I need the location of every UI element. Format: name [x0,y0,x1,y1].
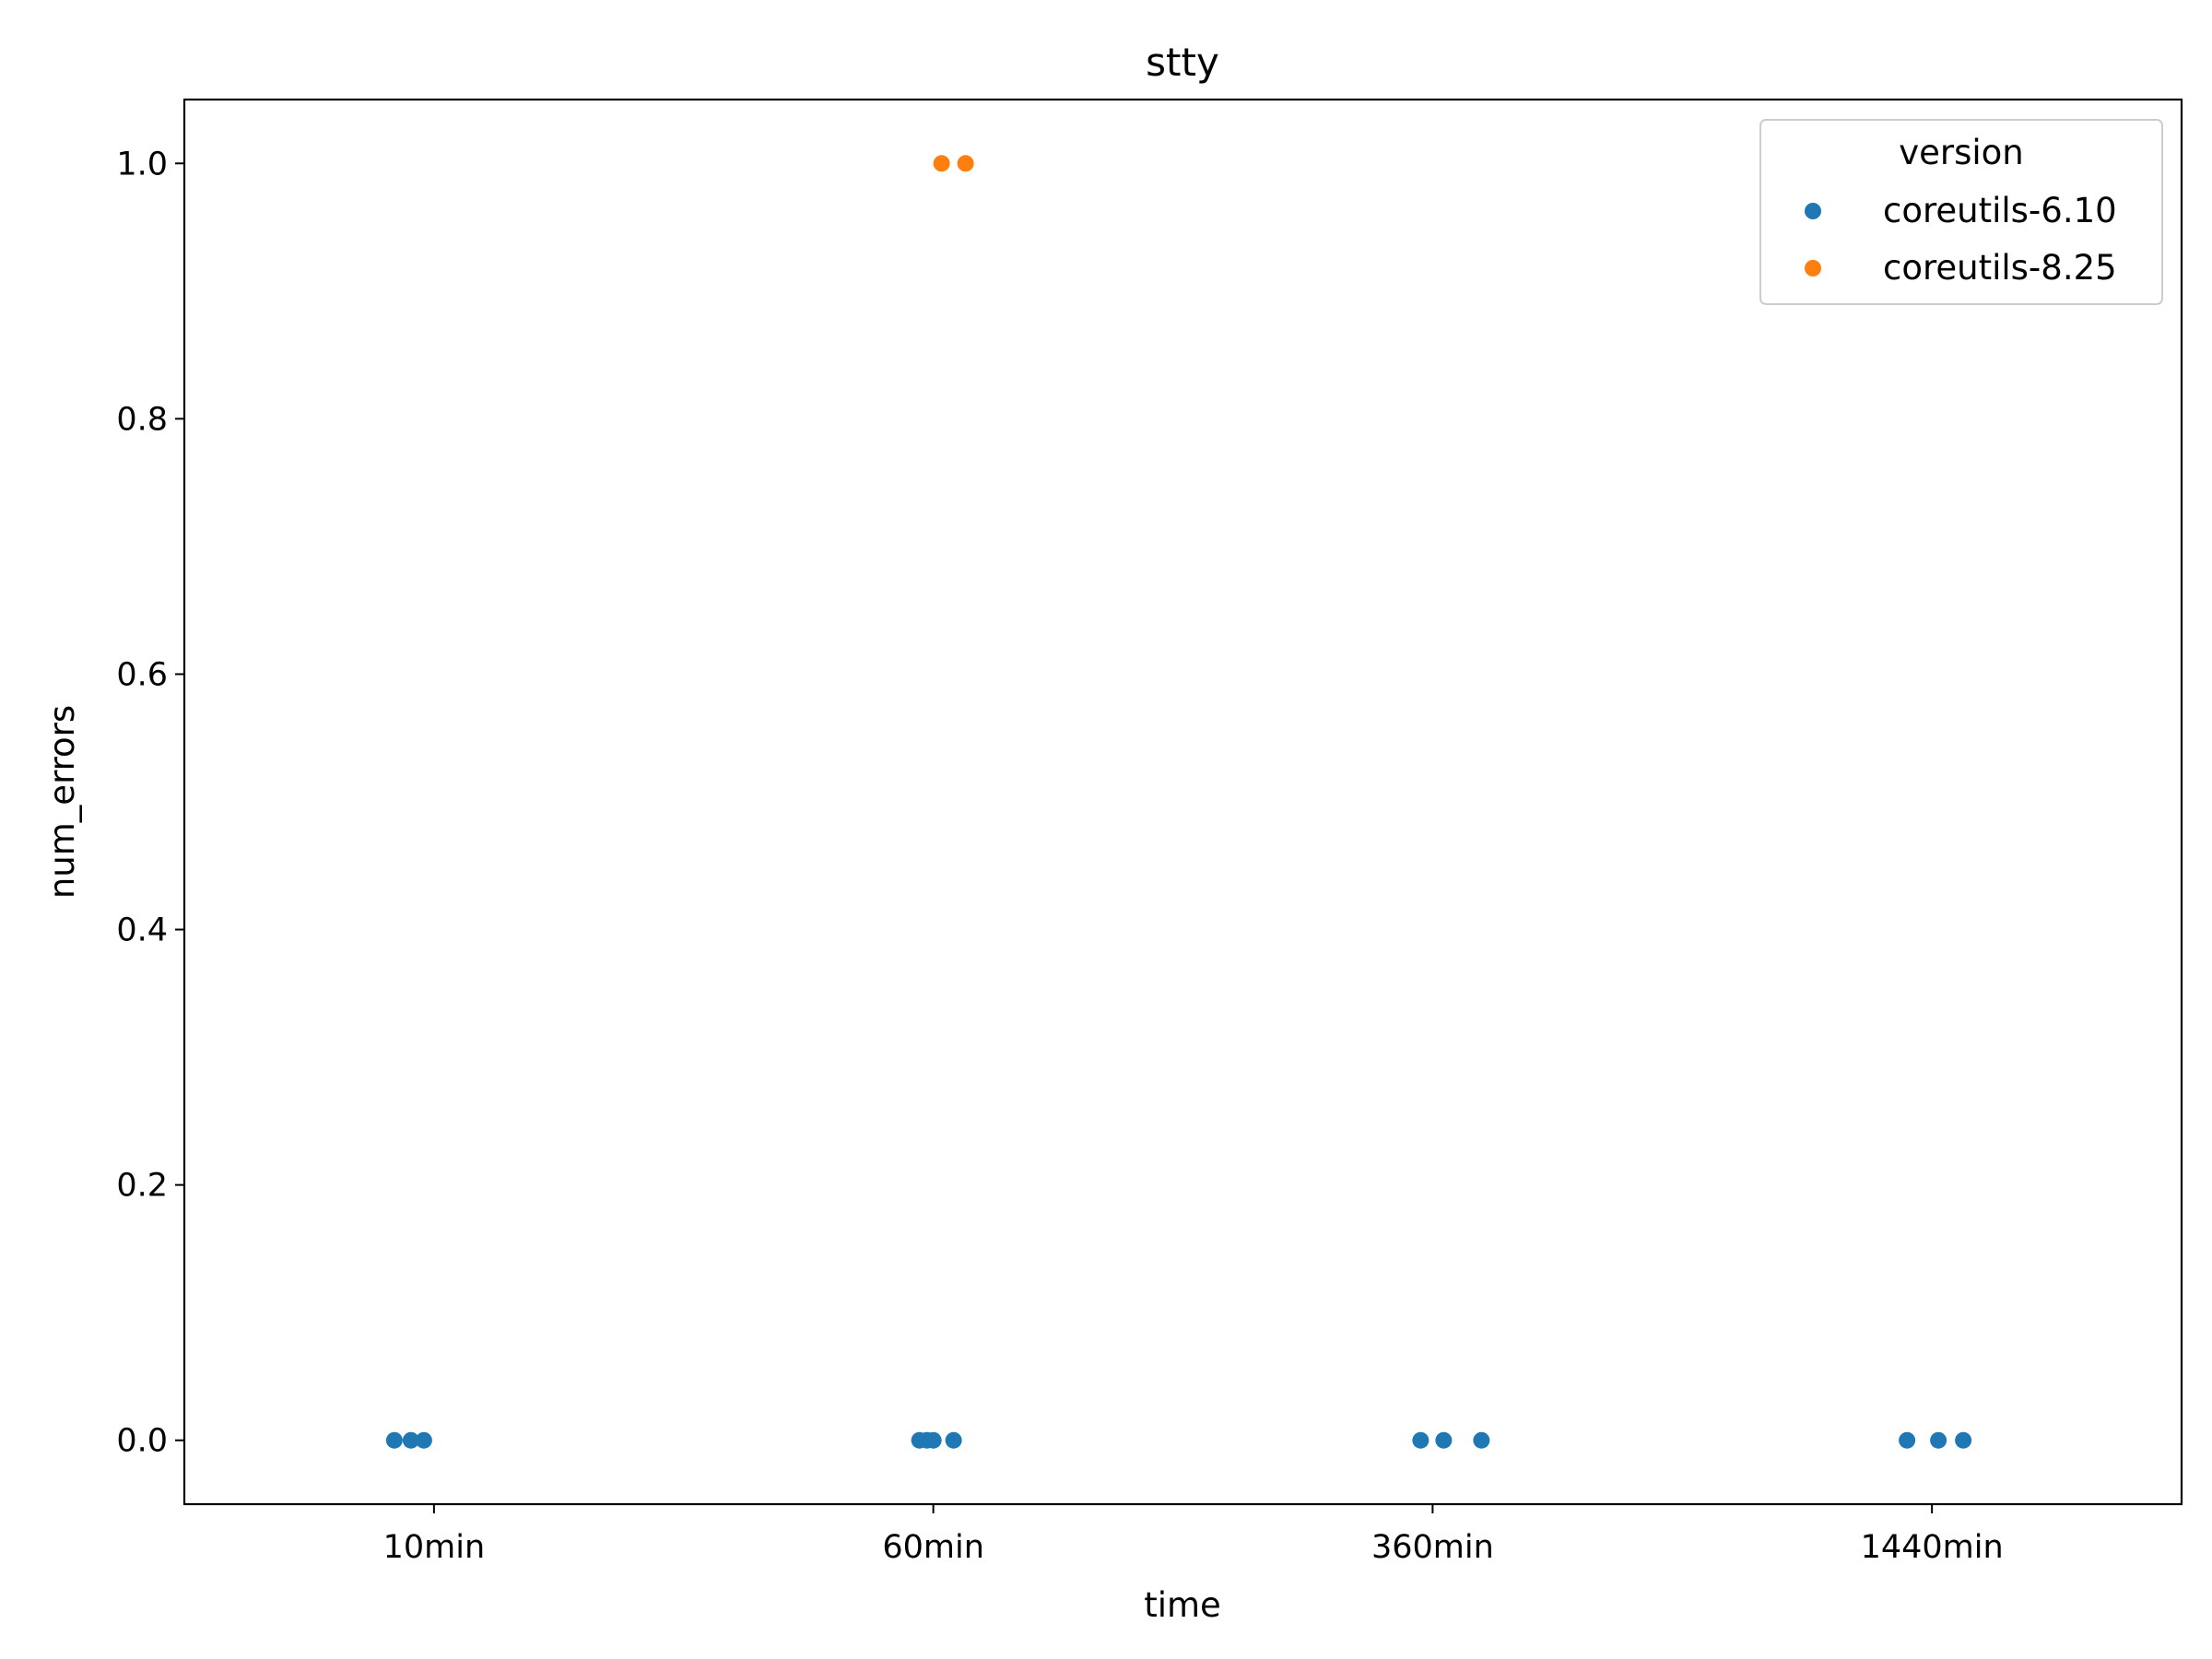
point-coreutils-6-10-60min-6 [945,1431,962,1449]
legend-label-coreutils-8-25: coreutils-8.25 [1883,248,2117,288]
y-tick-label-0.0: 0.0 [116,1423,168,1460]
point-coreutils-6-10-10min-2 [415,1431,432,1449]
plot-marks [385,155,1972,1449]
point-coreutils-6-10-1440min-10 [1899,1431,1916,1449]
point-coreutils-6-10-1440min-12 [1955,1431,1972,1449]
point-coreutils-6-10-10min-0 [385,1431,403,1449]
x-tick-label-1440min: 1440min [1861,1529,2004,1566]
point-coreutils-8-25-60min-0 [933,155,950,172]
legend-marker-coreutils-6-10 [1805,203,1821,219]
legend-label-coreutils-6-10: coreutils-6.10 [1883,191,2117,230]
x-axis: 10min 60min 360min 1440min [383,1504,2004,1566]
point-coreutils-6-10-1440min-11 [1930,1431,1947,1449]
x-tick-label-360min: 360min [1371,1529,1494,1566]
chart-title: stty [1146,40,1219,85]
y-tick-label-1.0: 1.0 [116,146,168,182]
legend-box [1759,119,2163,305]
legend-title: version [1899,133,2024,172]
y-tick-label-0.8: 0.8 [116,401,168,438]
y-tick-label-0.4: 0.4 [116,912,168,949]
x-tick-label-60min: 60min [882,1529,984,1566]
point-coreutils-6-10-360min-9 [1473,1431,1490,1449]
point-coreutils-6-10-360min-7 [1412,1431,1430,1449]
y-axis: 0.0 0.2 0.4 0.6 0.8 1.0 [116,146,184,1460]
point-coreutils-6-10-10min-1 [402,1431,419,1449]
y-tick-label-0.2: 0.2 [116,1168,168,1205]
y-axis-label: num_errors [42,705,82,899]
point-coreutils-6-10-60min-5 [924,1431,942,1449]
legend-marker-coreutils-8-25 [1805,260,1821,276]
y-tick-label-0.6: 0.6 [116,656,168,693]
point-coreutils-6-10-360min-8 [1435,1431,1453,1449]
x-tick-label-10min: 10min [383,1529,486,1566]
x-axis-label: time [1144,1585,1221,1625]
point-coreutils-8-25-60min-1 [957,155,974,172]
plot-frame [182,98,2183,1506]
legend: version coreutils-6.10 coreutils-8.25 [1759,119,2163,305]
